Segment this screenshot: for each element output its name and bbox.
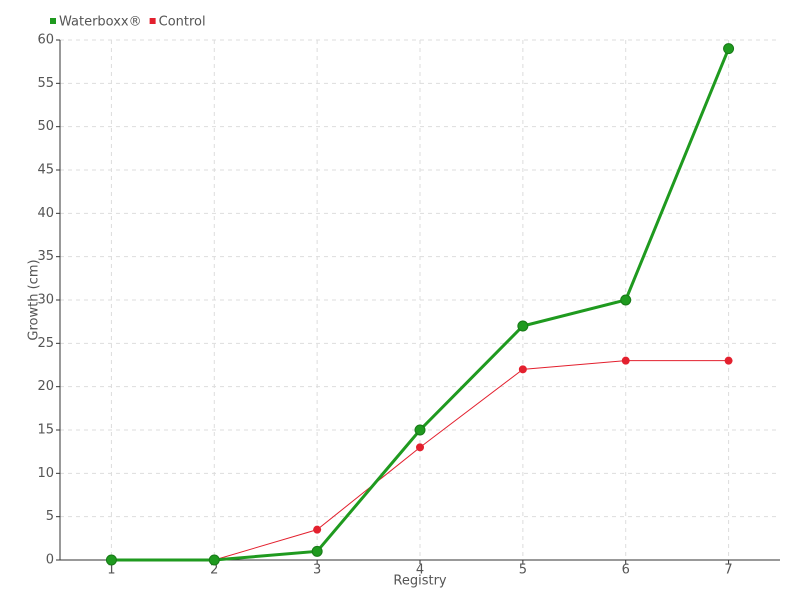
y-tick-label: 15 <box>37 423 54 438</box>
y-tick-label: 5 <box>46 509 54 524</box>
x-tick-label: 1 <box>107 563 115 578</box>
data-point <box>311 545 323 557</box>
x-tick-label: 4 <box>416 563 424 578</box>
data-point <box>416 443 424 452</box>
legend-label: Control <box>159 15 206 30</box>
data-point <box>724 356 733 365</box>
y-tick-label: 55 <box>37 76 54 91</box>
data-point <box>518 365 527 374</box>
data-point <box>105 554 117 566</box>
data-point <box>208 554 220 566</box>
data-point <box>517 320 529 332</box>
data-point <box>723 43 735 55</box>
x-tick-label: 6 <box>622 563 630 578</box>
x-axis-label: Registry <box>393 574 447 589</box>
data-point <box>620 294 632 306</box>
x-tick-label: 2 <box>210 563 218 578</box>
y-tick-label: 50 <box>37 119 54 134</box>
y-tick-label: 0 <box>46 553 54 568</box>
y-tick-label: 20 <box>37 379 54 394</box>
y-tick-label: 45 <box>37 163 54 178</box>
y-tick-label: 35 <box>37 249 54 264</box>
y-tick-label: 60 <box>37 33 54 48</box>
y-tick-label: 30 <box>37 293 54 308</box>
y-tick-label: 10 <box>37 466 54 481</box>
data-point <box>414 424 426 436</box>
data-point <box>313 525 322 534</box>
data-point <box>621 356 630 365</box>
y-axis-label: Growth (cm) <box>27 259 42 340</box>
x-tick-label: 7 <box>724 563 732 578</box>
legend-label: Waterboxx® <box>59 15 142 30</box>
x-tick-label: 3 <box>313 563 321 578</box>
y-tick-label: 40 <box>37 206 54 221</box>
x-tick-label: 5 <box>519 563 527 578</box>
y-tick-label: 25 <box>37 336 54 351</box>
legend-swatch <box>149 18 156 24</box>
legend-swatch <box>50 18 56 24</box>
